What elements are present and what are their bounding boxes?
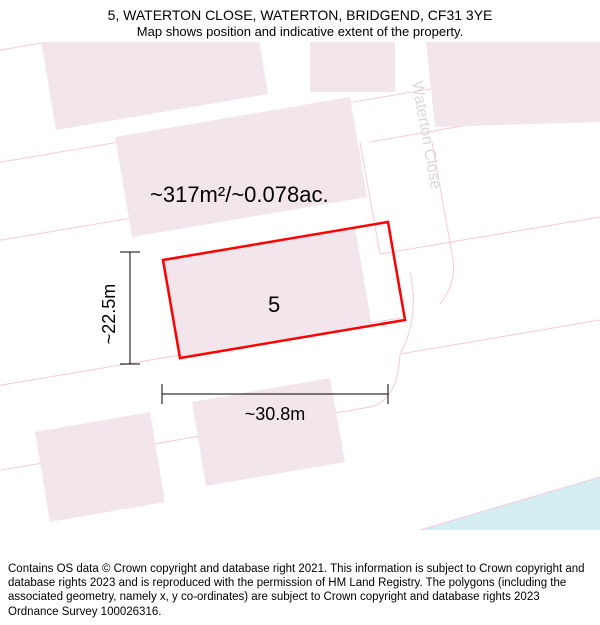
vertical-dimension: ~22.5m [99, 284, 119, 345]
map-area: Waterton Close~317m²/~0.078ac.5~22.5m~30… [0, 42, 600, 530]
property-map: Waterton Close~317m²/~0.078ac.5~22.5m~30… [0, 42, 600, 530]
horizontal-dimension: ~30.8m [245, 404, 306, 424]
address-title: 5, WATERTON CLOSE, WATERTON, BRIDGEND, C… [0, 6, 600, 24]
plot-number-label: 5 [268, 292, 280, 317]
header: 5, WATERTON CLOSE, WATERTON, BRIDGEND, C… [0, 0, 600, 41]
area-label: ~317m²/~0.078ac. [150, 182, 329, 207]
map-subtitle: Map shows position and indicative extent… [0, 24, 600, 41]
copyright-footer: Contains OS data © Crown copyright and d… [8, 562, 592, 620]
